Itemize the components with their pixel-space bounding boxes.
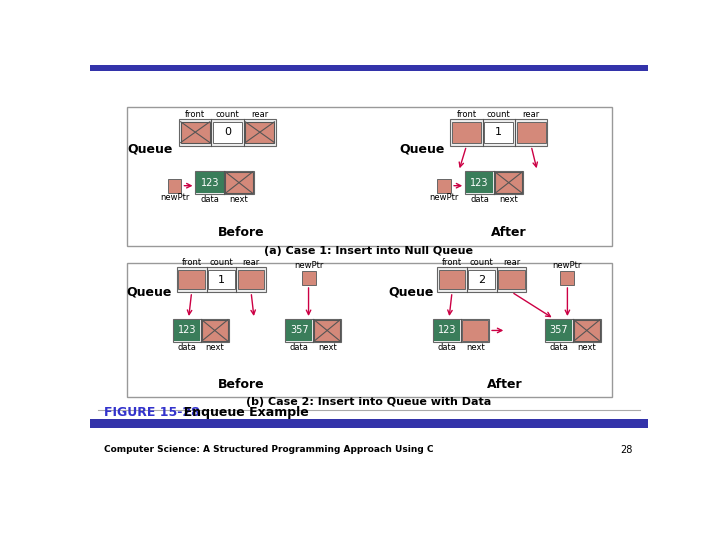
Bar bbox=[179, 271, 205, 289]
Text: rear: rear bbox=[523, 110, 540, 119]
Bar bbox=[545, 319, 600, 342]
Bar bbox=[168, 179, 181, 193]
Bar bbox=[238, 271, 264, 289]
Text: data: data bbox=[470, 195, 489, 204]
Text: data: data bbox=[290, 343, 309, 352]
Bar bbox=[181, 122, 210, 143]
Text: count: count bbox=[216, 110, 240, 119]
Bar bbox=[90, 419, 648, 428]
Bar bbox=[498, 271, 525, 289]
Text: (b) Case 2: Insert into Queue with Data: (b) Case 2: Insert into Queue with Data bbox=[246, 397, 492, 407]
Text: Queue: Queue bbox=[399, 143, 444, 156]
Bar bbox=[546, 320, 572, 341]
Bar bbox=[437, 267, 526, 292]
Bar bbox=[485, 122, 513, 143]
Text: count: count bbox=[470, 258, 494, 267]
Text: (a) Case 1: Insert into Null Queue: (a) Case 1: Insert into Null Queue bbox=[264, 246, 474, 256]
Text: newPtr: newPtr bbox=[553, 260, 582, 269]
Bar bbox=[174, 320, 200, 341]
Text: 2: 2 bbox=[478, 275, 485, 285]
Text: After: After bbox=[487, 378, 523, 391]
Bar bbox=[213, 122, 242, 143]
Text: 1: 1 bbox=[495, 127, 503, 137]
Text: 0: 0 bbox=[224, 127, 231, 137]
Text: newPtr: newPtr bbox=[430, 193, 459, 202]
Text: count: count bbox=[210, 258, 233, 267]
Text: Queue: Queue bbox=[388, 286, 433, 299]
Bar bbox=[202, 320, 228, 341]
Bar bbox=[286, 320, 312, 341]
Text: 123: 123 bbox=[201, 178, 219, 187]
Bar bbox=[302, 271, 315, 285]
Text: next: next bbox=[205, 343, 224, 352]
Text: front: front bbox=[456, 110, 477, 119]
Bar bbox=[495, 172, 523, 193]
Bar bbox=[438, 271, 465, 289]
Bar bbox=[462, 320, 488, 341]
Text: data: data bbox=[177, 343, 197, 352]
Bar bbox=[452, 122, 481, 143]
Bar bbox=[246, 122, 274, 143]
Bar bbox=[208, 271, 235, 289]
Bar bbox=[466, 172, 493, 193]
Bar bbox=[574, 320, 600, 341]
Text: front: front bbox=[181, 258, 202, 267]
Bar bbox=[90, 65, 648, 71]
Text: 123: 123 bbox=[438, 326, 456, 335]
Text: front: front bbox=[185, 110, 205, 119]
Bar bbox=[225, 172, 253, 193]
Bar bbox=[179, 119, 276, 146]
Bar bbox=[434, 320, 461, 341]
Bar bbox=[465, 171, 523, 194]
Bar bbox=[196, 172, 224, 193]
Text: Computer Science: A Structured Programming Approach Using C: Computer Science: A Structured Programmi… bbox=[104, 446, 433, 454]
Text: Before: Before bbox=[218, 378, 264, 391]
Text: front: front bbox=[442, 258, 462, 267]
Bar bbox=[437, 179, 451, 193]
Text: 123: 123 bbox=[178, 326, 196, 335]
Text: data: data bbox=[200, 195, 220, 204]
Bar bbox=[177, 267, 266, 292]
Text: 1: 1 bbox=[218, 275, 225, 285]
Text: 28: 28 bbox=[620, 445, 632, 455]
Text: Queue: Queue bbox=[127, 143, 173, 156]
Bar bbox=[469, 271, 495, 289]
Bar bbox=[433, 319, 489, 342]
Text: data: data bbox=[438, 343, 456, 352]
Text: 357: 357 bbox=[290, 326, 309, 335]
Text: next: next bbox=[499, 195, 518, 204]
Text: Queue: Queue bbox=[126, 286, 171, 299]
Text: 357: 357 bbox=[549, 326, 568, 335]
Text: newPtr: newPtr bbox=[294, 260, 323, 269]
Text: newPtr: newPtr bbox=[160, 193, 189, 202]
Bar bbox=[173, 319, 229, 342]
Bar bbox=[314, 320, 341, 341]
Bar bbox=[127, 262, 612, 397]
Bar bbox=[451, 119, 547, 146]
Text: After: After bbox=[491, 226, 526, 239]
Bar bbox=[560, 271, 575, 285]
Text: rear: rear bbox=[503, 258, 520, 267]
Text: rear: rear bbox=[243, 258, 260, 267]
Bar bbox=[195, 171, 253, 194]
Text: Before: Before bbox=[218, 226, 264, 239]
Text: data: data bbox=[549, 343, 568, 352]
Text: FIGURE 15-28: FIGURE 15-28 bbox=[104, 406, 199, 420]
Text: 123: 123 bbox=[470, 178, 489, 187]
Text: rear: rear bbox=[251, 110, 269, 119]
Text: next: next bbox=[466, 343, 485, 352]
Bar bbox=[127, 107, 612, 246]
Text: Enqueue Example: Enqueue Example bbox=[175, 406, 309, 420]
Text: next: next bbox=[577, 343, 596, 352]
Bar bbox=[516, 122, 546, 143]
Text: next: next bbox=[318, 343, 336, 352]
Text: count: count bbox=[487, 110, 510, 119]
Bar bbox=[285, 319, 341, 342]
Text: next: next bbox=[230, 195, 248, 204]
